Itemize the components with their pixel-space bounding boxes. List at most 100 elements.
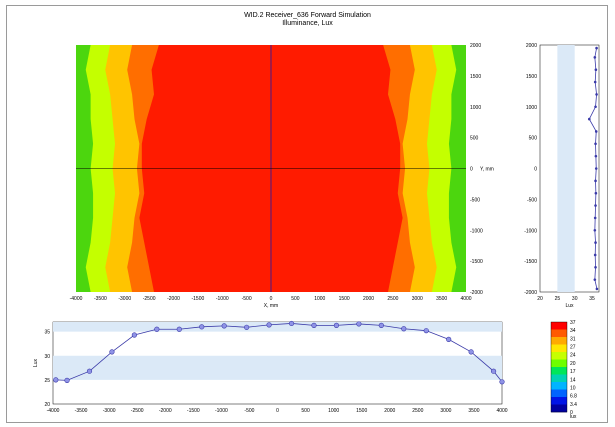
colorbar-tick-label: 24 — [570, 353, 576, 359]
heatmap-y-tick-label: -1000 — [470, 228, 483, 234]
vprofile-marker — [594, 167, 598, 170]
vprofile-x-tick-label: 35 — [589, 296, 595, 302]
heatmap-y-tick-label: 500 — [470, 136, 479, 142]
colorbar-segment — [551, 374, 567, 383]
heatmap-y-tick-label: -500 — [470, 197, 480, 203]
colorbar-tick-label: 6.8 — [570, 394, 577, 400]
heatmap-x-tick-label: 3500 — [436, 296, 447, 302]
colorbar-tick-label: 10 — [570, 385, 576, 391]
hprofile-marker — [356, 321, 362, 327]
hprofile-marker — [333, 322, 340, 328]
hprofile-marker — [86, 368, 93, 374]
vprofile-y-tick-label: 1000 — [526, 105, 537, 111]
hprofile-marker — [53, 377, 59, 383]
hprofile-marker — [244, 324, 250, 330]
vprofile-y-tick-label: -1500 — [524, 259, 537, 265]
hprofile-marker — [311, 322, 317, 328]
hprofile-x-tick-label: -3000 — [103, 408, 116, 414]
colorbar-segment — [551, 359, 567, 368]
vprofile-marker — [594, 105, 597, 109]
hprofile-marker — [109, 349, 115, 355]
vprofile-marker — [593, 56, 597, 59]
colorbar-segment — [551, 389, 567, 398]
colorbar-tick-label: 27 — [570, 345, 576, 351]
hprofile-x-tick-label: 4000 — [496, 408, 507, 414]
vprofile-x-tick-label: 30 — [572, 296, 578, 302]
colorbar-tick-label: 3.4 — [570, 402, 577, 408]
vprofile-marker — [594, 154, 598, 158]
vprofile-x-tick-label: 25 — [555, 296, 561, 302]
heatmap-x-tick-label: 4000 — [460, 296, 471, 302]
hprofile-x-tick-label: -3500 — [75, 408, 88, 414]
hprofile-marker — [423, 328, 429, 334]
colorbar-tick-label: 14 — [570, 377, 576, 383]
hprofile-marker — [499, 379, 505, 385]
colorbar-tick-label: 31 — [570, 336, 576, 342]
vprofile-y-tick-label: 0 — [534, 167, 537, 173]
heatmap-x-tick-label: 2000 — [363, 296, 374, 302]
colorbar-segment — [551, 344, 567, 353]
hprofile-marker — [266, 322, 272, 328]
heatmap-x-tick-label: 1500 — [339, 296, 350, 302]
hprofile-marker — [131, 332, 137, 338]
colorbar-segment — [551, 352, 567, 360]
colorbar-segment — [551, 337, 567, 345]
heatmap-x-tick-label: 1000 — [314, 296, 325, 302]
hprofile-marker — [401, 326, 407, 332]
vprofile-marker — [594, 191, 598, 195]
vprofile-marker — [593, 80, 597, 84]
vprofile-marker — [594, 204, 597, 207]
hprofile-y-tick-label: 25 — [44, 378, 50, 384]
vprofile-y-tick-label: -2000 — [524, 290, 537, 296]
hprofile-x-tick-label: -1000 — [215, 408, 228, 414]
heatmap-x-tick-label: 500 — [291, 296, 300, 302]
hprofile-marker — [468, 349, 474, 355]
hprofile-x-tick-label: -2500 — [131, 408, 144, 414]
colorbar-tick-label: 17 — [570, 369, 576, 375]
hprofile-x-tick-label: 0 — [276, 408, 279, 414]
heatmap-y-tick-label: -2000 — [470, 290, 483, 296]
hprofile-band — [53, 355, 502, 380]
heatmap-x-tick-label: -500 — [242, 296, 252, 302]
heatmap-y-tick-label: 1000 — [470, 105, 481, 111]
heatmap-y-tick-label: 0 — [470, 167, 473, 173]
heatmap-x-tick-label: 3000 — [412, 296, 423, 302]
heatmap-x-tick-label: -3000 — [118, 296, 131, 302]
hprofile-marker — [176, 326, 182, 332]
chart-title-block: WID.2 Receiver_636 Forward Simulation Il… — [0, 12, 615, 28]
vprofile-band — [557, 45, 575, 292]
vprofile-y-tick-label: -500 — [527, 197, 537, 203]
chart-subtitle: Illuminance, Lux — [282, 20, 333, 27]
colorbar-segment — [551, 367, 567, 375]
heatmap-x-tick-label: -4000 — [70, 296, 83, 302]
hprofile-x-tick-label: 3500 — [468, 408, 479, 414]
vprofile-marker — [594, 130, 598, 133]
hprofile-marker — [288, 320, 295, 327]
vprofile-x-axis-label: Lux — [565, 303, 574, 309]
hprofile-marker — [154, 326, 160, 332]
hprofile-x-tick-label: -4000 — [47, 408, 60, 414]
vprofile-y-tick-label: 500 — [529, 136, 538, 142]
chart-title: WID.2 Receiver_636 Forward Simulation — [244, 12, 371, 19]
colorbar-tick-label: 34 — [570, 328, 576, 334]
vprofile-marker — [587, 117, 591, 121]
heatmap-y-tick-label: -1500 — [470, 259, 483, 265]
heatmap-x-tick-label: 2500 — [387, 296, 398, 302]
vprofile-marker — [595, 287, 599, 291]
vprofile-marker — [593, 216, 597, 220]
vprofile-marker — [595, 46, 598, 50]
hprofile-x-tick-label: 2000 — [384, 408, 395, 414]
hprofile-marker — [490, 368, 497, 374]
vprofile-marker — [595, 93, 598, 96]
heatmap-x-tick-label: -1500 — [191, 296, 204, 302]
heatmap-y-tick-label: 2000 — [470, 43, 481, 49]
vprofile-marker — [594, 68, 598, 71]
hprofile-x-tick-label: 1000 — [328, 408, 339, 414]
colorbar-tick-label: 37 — [570, 320, 576, 326]
colorbar-segment — [551, 382, 567, 390]
hprofile-marker — [446, 336, 452, 342]
hprofile-marker — [64, 377, 70, 383]
hprofile-y-tick-label: 30 — [44, 354, 50, 360]
colorbar-segment — [551, 322, 567, 330]
